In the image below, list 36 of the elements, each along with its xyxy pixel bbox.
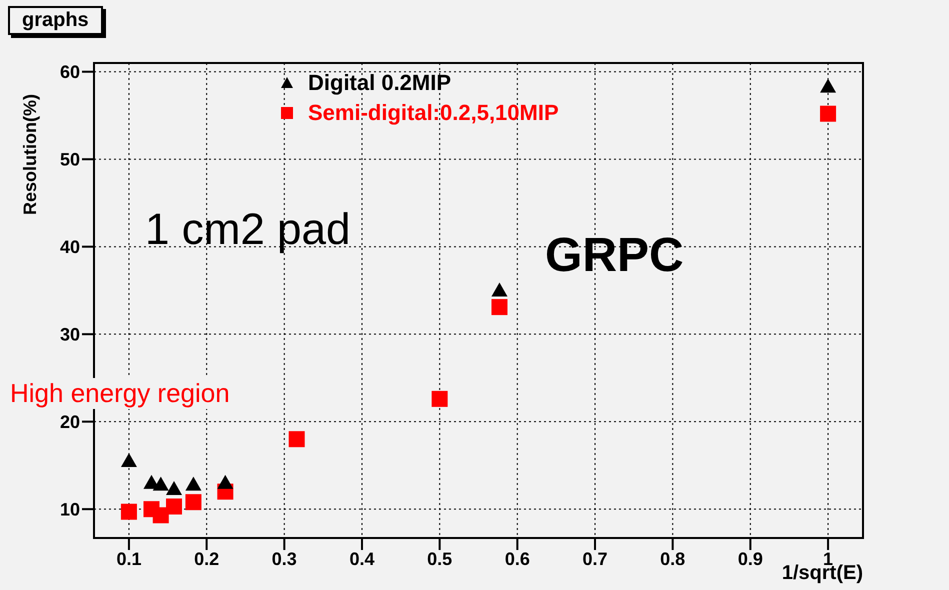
- y-tick-label: 40: [60, 237, 80, 258]
- y-tick-label: 20: [60, 412, 80, 432]
- point: [491, 282, 508, 296]
- point: [217, 474, 234, 489]
- point: [166, 481, 182, 496]
- point: [820, 78, 836, 93]
- point: [120, 504, 137, 520]
- point: [432, 390, 448, 407]
- point: [820, 106, 836, 122]
- x-tick-label: 0.6: [504, 548, 530, 569]
- x-tick-label: 0.1: [116, 548, 142, 569]
- point: [120, 453, 137, 468]
- legend-label: Digital 0.2MIP: [308, 70, 452, 96]
- y-axis-title: Resolution(%): [20, 94, 41, 215]
- x-tick-label: 0.7: [582, 548, 608, 569]
- point: [166, 498, 182, 515]
- y-tick-label: 60: [60, 62, 80, 82]
- y-tick-label: 10: [60, 500, 80, 520]
- x-tick-label: 0.3: [272, 548, 297, 569]
- annotation: 1 cm2 pad: [145, 205, 350, 255]
- point: [491, 299, 508, 316]
- annotation: High energy region: [10, 378, 230, 409]
- point: [185, 494, 202, 510]
- x-tick-label: 0.2: [194, 548, 220, 569]
- annotation: GRPC: [545, 228, 684, 283]
- point: [152, 476, 169, 491]
- x-tick-label: 0.8: [660, 548, 686, 569]
- point: [185, 476, 202, 491]
- y-tick-label: 50: [60, 150, 80, 170]
- x-tick-label: 0.5: [427, 548, 452, 569]
- x-tick-label: 0.9: [738, 548, 763, 569]
- chart-title: graphs: [8, 6, 103, 35]
- point: [288, 431, 305, 448]
- legend-label: Semi-digital:0.2,5,10MIP: [308, 100, 559, 126]
- x-tick-label: 0.4: [349, 548, 374, 569]
- y-tick-label: 30: [60, 324, 80, 345]
